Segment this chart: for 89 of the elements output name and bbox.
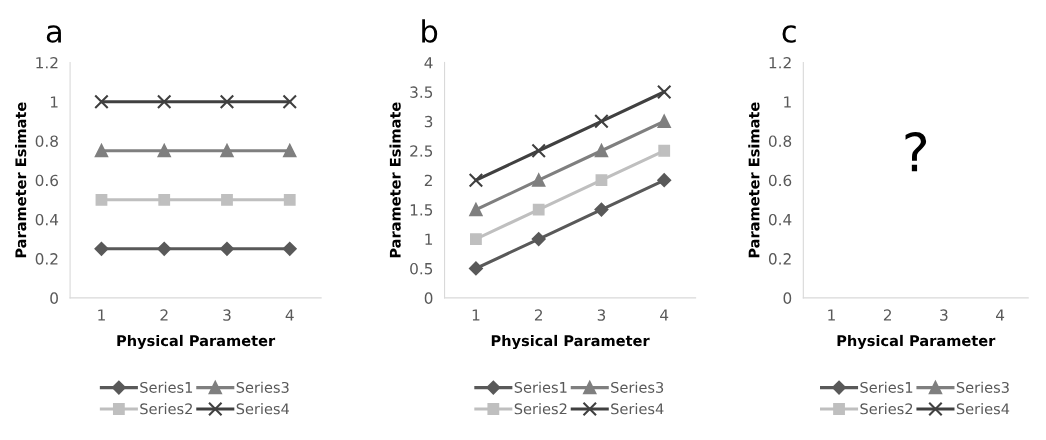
- x-axis-title: Physical Parameter: [117, 334, 276, 350]
- legend-label: Series2: [514, 403, 567, 415]
- y-tick-label: 1.2: [769, 56, 791, 69]
- y-axis-title: Parameter Esimate: [389, 102, 401, 258]
- x-tick-label: 3: [597, 309, 606, 321]
- point: [595, 174, 608, 187]
- x-tick-label: 4: [995, 309, 1005, 321]
- y-tick-label: 1: [50, 96, 58, 108]
- point: [282, 241, 297, 256]
- y-tick-label: 4: [424, 57, 433, 69]
- annotation: ?: [905, 132, 927, 172]
- chart-title: b: [422, 19, 438, 43]
- point: [95, 193, 108, 206]
- x-tick-label: 1: [828, 309, 835, 321]
- point: [220, 241, 234, 256]
- y-tick-label: 0.8: [35, 135, 58, 147]
- y-tick-label: 0.6: [768, 174, 792, 187]
- y-axis-title: Parameter Esimate: [15, 102, 27, 258]
- point: [656, 84, 672, 100]
- point: [594, 144, 609, 158]
- y-tick-label: 0.2: [35, 253, 58, 265]
- y-tick-label: 0.5: [410, 262, 433, 275]
- y-tick-label: 0.8: [768, 135, 792, 147]
- legend-label: Series2: [140, 403, 192, 415]
- point: [283, 144, 297, 158]
- y-tick-label: 0.4: [768, 213, 792, 226]
- x-tick-label: 3: [940, 309, 948, 321]
- point: [156, 94, 172, 109]
- point: [657, 173, 672, 188]
- y-tick-label: 2: [424, 174, 432, 186]
- point: [532, 203, 545, 216]
- y-tick-label: 3: [424, 115, 433, 128]
- y-tick-label: 0: [50, 292, 58, 304]
- x-tick-label: 4: [285, 309, 294, 321]
- chart-title: c: [782, 25, 796, 43]
- x-tick-label: 2: [160, 309, 168, 321]
- point: [469, 203, 483, 217]
- point: [94, 144, 109, 158]
- legend-label: Series1: [860, 381, 913, 393]
- point: [594, 202, 609, 217]
- point: [221, 193, 233, 206]
- x-tick-label: 2: [883, 309, 891, 321]
- point: [468, 172, 484, 188]
- legend-label: Series3: [611, 381, 664, 393]
- point: [658, 144, 671, 157]
- x-axis-title: Physical Parameter: [491, 334, 650, 350]
- point: [94, 94, 109, 109]
- point: [531, 143, 546, 159]
- legend-label: Series3: [956, 381, 1009, 393]
- point: [94, 241, 109, 256]
- point: [470, 233, 482, 245]
- x-axis-title: Physical Parameter: [837, 334, 996, 350]
- point: [220, 144, 234, 158]
- legend-label: Series1: [140, 381, 193, 393]
- legend-label: Series1: [514, 381, 567, 393]
- point: [531, 232, 546, 246]
- legend-label: Series4: [611, 403, 664, 415]
- point: [657, 114, 671, 128]
- y-tick-label: 0: [424, 292, 433, 304]
- y-tick-label: 0.6: [35, 174, 59, 187]
- y-axis-title: Parameter Esimate: [748, 102, 760, 258]
- x-tick-label: 4: [660, 309, 669, 321]
- point: [157, 241, 172, 256]
- x-tick-label: 2: [534, 309, 543, 321]
- point: [532, 173, 546, 187]
- x-tick-label: 1: [98, 309, 105, 321]
- chart-title: a: [46, 25, 61, 43]
- y-tick-label: 0.4: [35, 213, 59, 226]
- y-tick-label: 3.5: [410, 86, 433, 98]
- y-tick-label: 1.5: [410, 204, 433, 216]
- x-tick-label: 3: [223, 309, 231, 321]
- y-tick-label: 0.2: [768, 253, 791, 265]
- point: [594, 114, 609, 129]
- y-tick-label: 1: [784, 96, 791, 108]
- point: [219, 94, 235, 109]
- legend-label: Series4: [956, 403, 1010, 415]
- point: [282, 94, 298, 109]
- y-tick-label: 1: [425, 233, 433, 245]
- y-tick-label: 1.2: [36, 56, 58, 69]
- point: [158, 193, 171, 206]
- legend-label: Series3: [236, 381, 289, 393]
- y-tick-label: 0: [783, 292, 792, 304]
- legend-label: Series2: [860, 403, 913, 415]
- x-tick-label: 1: [472, 309, 480, 321]
- point: [283, 193, 296, 206]
- y-tick-label: 2.5: [410, 145, 433, 157]
- point: [157, 144, 171, 158]
- legend-label: Series4: [236, 403, 290, 415]
- point: [469, 261, 483, 276]
